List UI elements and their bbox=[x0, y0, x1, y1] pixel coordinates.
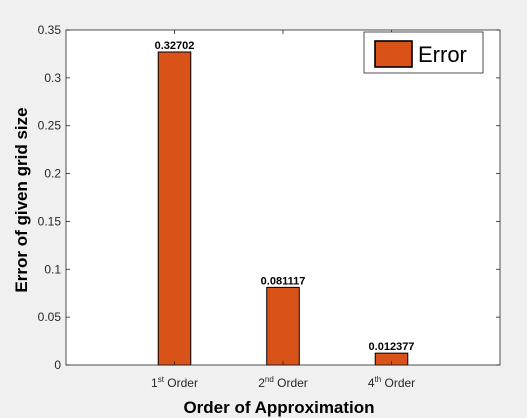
bar bbox=[266, 286, 300, 366]
data-labels-group: 0.32702 0.081117 0.012377 bbox=[155, 40, 415, 353]
y-tick-label: 0.3 bbox=[44, 71, 61, 85]
x-tick-label: 2nd Order bbox=[258, 375, 308, 390]
axes-frame bbox=[65, 29, 501, 366]
legend-swatch bbox=[374, 40, 413, 68]
y-tick-label: 0.05 bbox=[38, 310, 62, 324]
legend-label-error: Error bbox=[418, 42, 467, 67]
y-axis-ticks: 0 0.05 0.1 0.15 0.2 0.25 0.3 0.35 bbox=[38, 23, 500, 372]
y-tick-label: 0.1 bbox=[44, 262, 61, 276]
bar bbox=[157, 51, 192, 366]
x-tick-label: 1st Order bbox=[151, 375, 198, 390]
y-tick-label: 0.15 bbox=[38, 214, 62, 228]
y-tick-label: 0.35 bbox=[38, 23, 62, 37]
data-label: 0.081117 bbox=[261, 275, 306, 287]
legend: Error bbox=[363, 31, 484, 74]
y-tick-label: 0.2 bbox=[44, 167, 61, 181]
x-axis-ticks: 1st Order 2nd Order 4th Order bbox=[151, 30, 415, 390]
y-tick-label: 0 bbox=[54, 358, 61, 372]
y-axis-title: Error of given grid size bbox=[12, 107, 31, 292]
x-tick-label: 4th Order bbox=[368, 375, 415, 390]
x-axis-title: Order of Approximation bbox=[183, 398, 374, 417]
y-tick-label: 0.25 bbox=[38, 119, 62, 133]
data-label: 0.012377 bbox=[369, 341, 415, 353]
bars-group bbox=[157, 51, 409, 366]
data-label: 0.32702 bbox=[155, 40, 195, 52]
